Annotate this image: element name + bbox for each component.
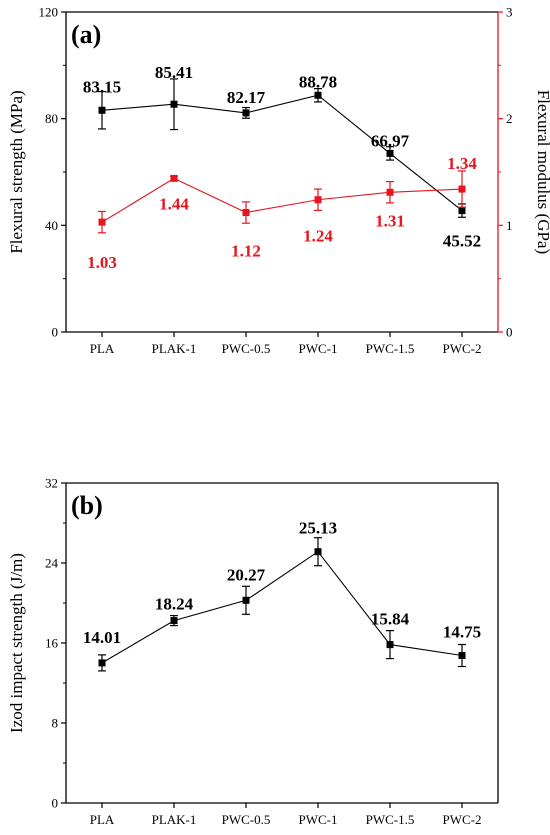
x-tick-label: PWC-1.5 (366, 812, 415, 827)
y-tick-label: 40 (45, 218, 58, 233)
data-point (386, 641, 394, 649)
data-label: 1.34 (447, 154, 477, 173)
data-label: 1.44 (159, 194, 189, 213)
series-line (101, 177, 463, 223)
y-tick-label: 24 (45, 556, 59, 571)
data-point (314, 91, 322, 99)
data-label: 66.97 (371, 131, 410, 150)
data-label: 14.75 (443, 623, 481, 642)
data-point (458, 185, 466, 193)
data-point (242, 109, 250, 117)
x-tick-label: PLA (90, 812, 115, 827)
x-tick-label: PLAK-1 (152, 341, 197, 356)
x-tick-label: PWC-0.5 (222, 812, 271, 827)
x-tick-label: PLA (90, 341, 115, 356)
data-label: 83.15 (83, 77, 121, 96)
panel-a: 0 40 80 120 0 1 2 3 Flexural modulus (GPa) Flexur… (7, 5, 550, 357)
data-label: 14.01 (83, 628, 121, 647)
series-line (101, 550, 463, 664)
data-point (242, 209, 250, 217)
x-tick-label: PWC-2 (443, 341, 482, 356)
data-point (314, 196, 322, 204)
y-tick-label: 0 (52, 796, 59, 811)
y-tick-label: 80 (45, 111, 58, 126)
panel-label: (b) (71, 491, 103, 520)
data-point (314, 548, 322, 556)
x-tick-label: PLAK-1 (152, 812, 197, 827)
data-label: 1.31 (375, 211, 405, 230)
y2-tick-label: 2 (506, 111, 513, 126)
data-label: 85.41 (155, 63, 193, 82)
data-point (170, 617, 178, 625)
y-axis-title: Flexural strength (MPa) (7, 90, 26, 253)
y2-tick-label: 3 (506, 5, 513, 20)
data-label: 82.17 (227, 88, 266, 107)
x-tick-label: PWC-1 (299, 812, 338, 827)
y2-tick-label: 0 (506, 325, 513, 340)
data-label: 18.24 (155, 595, 194, 614)
data-label: 25.13 (299, 519, 337, 538)
y-axis-title: Izod impact strength (J/m) (7, 553, 26, 733)
panel-b: 0 8 16 24 32 Izod impact strength (J/m) PLA PLA… (7, 476, 499, 827)
data-point (98, 106, 106, 114)
x-tick-label: PWC-2 (443, 812, 482, 827)
data-point (458, 207, 466, 215)
panel-label: (a) (71, 20, 101, 49)
data-point (98, 218, 106, 226)
x-tick-label: PWC-0.5 (222, 341, 271, 356)
data-point (386, 188, 394, 196)
data-point (386, 149, 394, 157)
y-tick-label: 16 (45, 636, 59, 651)
data-label: 1.03 (87, 253, 117, 272)
series-line (101, 94, 463, 212)
data-label: 15.84 (371, 610, 410, 629)
data-label: 88.78 (299, 72, 337, 91)
data-point (458, 652, 466, 659)
data-point (170, 100, 178, 108)
x-tick-label: PWC-1 (299, 341, 338, 356)
x-tick-label: PWC-1.5 (366, 341, 415, 356)
y-tick-label: 8 (52, 716, 59, 731)
data-label: 1.24 (303, 227, 333, 246)
data-point (242, 596, 250, 604)
y-tick-label: 120 (39, 5, 59, 20)
y-tick-label: 32 (45, 476, 58, 491)
data-point (170, 174, 178, 182)
data-point (98, 659, 106, 667)
y-tick-label: 0 (52, 325, 59, 340)
data-label: 45.52 (443, 232, 481, 251)
y2-tick-label: 1 (506, 218, 513, 233)
y2-axis-title: Flexural modulus (GPa) (534, 90, 550, 254)
data-label: 20.27 (227, 565, 266, 584)
data-label: 1.12 (231, 242, 261, 261)
